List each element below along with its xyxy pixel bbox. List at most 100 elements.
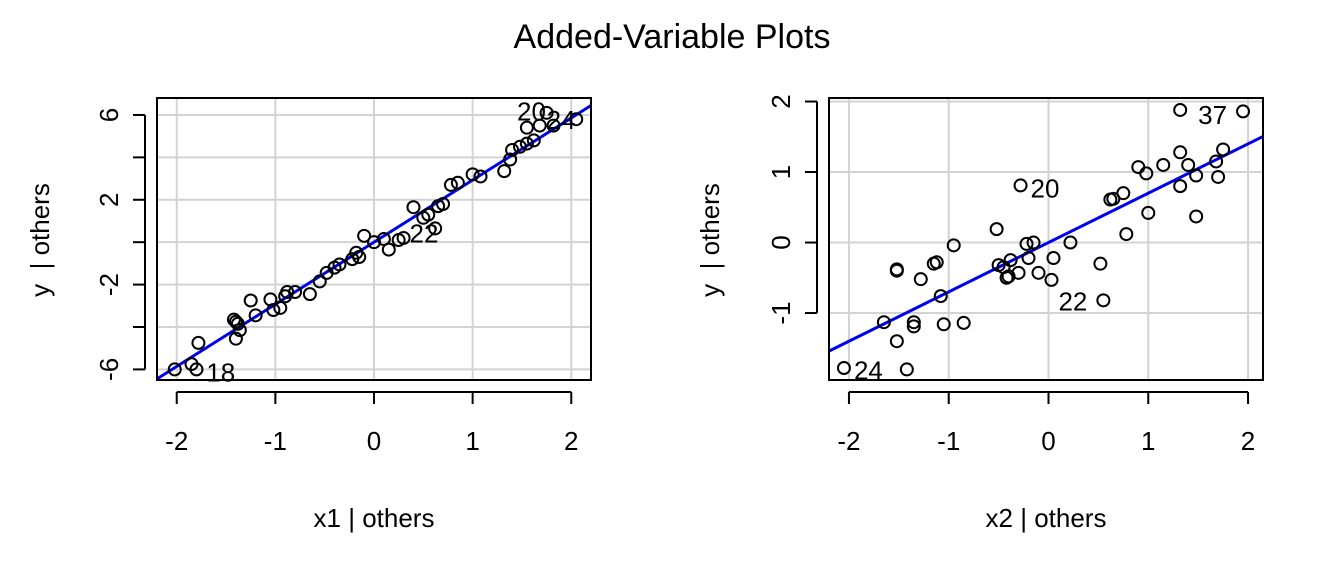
y-tick-label: -6 (94, 358, 124, 381)
data-point (288, 285, 303, 300)
data-point (1141, 205, 1156, 220)
data-point (539, 105, 554, 120)
point-label-22: 22 (1058, 286, 1087, 316)
data-point (436, 197, 451, 212)
data-point (913, 272, 928, 287)
x-tick-label: 0 (1041, 426, 1055, 456)
data-point (243, 293, 258, 308)
data-point (406, 200, 421, 215)
data-point (228, 314, 243, 329)
data-point (280, 285, 295, 300)
x-axis-label: x2 | others (986, 503, 1107, 533)
data-point (273, 300, 288, 315)
data-point (876, 315, 891, 330)
plot-frame (828, 97, 1264, 381)
data-point (428, 221, 443, 236)
data-point (450, 175, 465, 190)
data-point (1026, 235, 1041, 250)
data-point (232, 323, 247, 338)
figure-title: Added-Variable Plots (514, 18, 831, 56)
data-point (1011, 265, 1026, 280)
y-tick-label: -2 (94, 273, 124, 296)
data-point (519, 120, 534, 135)
data-point (836, 361, 851, 376)
data-point (1093, 256, 1108, 271)
y-tick-label: 1 (766, 165, 796, 179)
data-point (381, 242, 396, 257)
y-tick-label: -1 (766, 301, 796, 324)
data-point (1003, 253, 1018, 268)
y-tick-label: 6 (94, 108, 124, 122)
data-point (1013, 178, 1028, 193)
data-point (1173, 179, 1188, 194)
data-point (230, 316, 245, 331)
data-point (465, 167, 480, 182)
x-tick-label: -2 (165, 426, 188, 456)
point-label-18: 18 (206, 358, 235, 388)
data-point (1044, 272, 1059, 287)
data-point (546, 118, 561, 133)
data-point (933, 289, 948, 304)
data-point (1019, 236, 1034, 251)
data-point (357, 228, 372, 243)
x-tick-label: 0 (367, 426, 381, 456)
data-point (189, 362, 204, 377)
data-point (497, 164, 512, 179)
data-point (532, 118, 547, 133)
x-tick-label: -2 (837, 426, 860, 456)
data-point (1211, 169, 1226, 184)
data-point (226, 312, 241, 327)
data-point (332, 257, 347, 272)
data-point (248, 308, 263, 323)
point-label-24: 24 (547, 105, 576, 135)
plot-frame (156, 97, 592, 381)
data-point (1046, 251, 1061, 266)
data-point (266, 303, 281, 318)
point-label-37: 37 (1198, 100, 1227, 130)
data-point (396, 230, 411, 245)
point-label-20: 20 (1031, 174, 1060, 204)
data-point (503, 152, 518, 167)
point-label-22: 22 (410, 219, 439, 249)
data-point (505, 142, 520, 157)
data-point (1156, 157, 1171, 172)
data-point (906, 315, 921, 330)
data-point (473, 169, 488, 184)
data-point (899, 362, 914, 377)
data-point (889, 334, 904, 349)
data-point (1173, 145, 1188, 160)
data-point (946, 238, 961, 253)
y-tick-label: 2 (766, 94, 796, 108)
data-point (1216, 142, 1231, 157)
data-point (956, 315, 971, 330)
data-point (1189, 168, 1204, 183)
data-point (312, 274, 327, 289)
y-tick-label: 0 (766, 235, 796, 249)
data-point (1209, 154, 1224, 169)
data-point (1181, 157, 1196, 172)
data-point (569, 112, 584, 127)
data-point (167, 362, 182, 377)
data-point (1189, 209, 1204, 224)
x-tick-label: -1 (937, 426, 960, 456)
data-point (228, 331, 243, 346)
data-point (519, 136, 534, 151)
y-tick-label: 2 (94, 193, 124, 207)
data-point (421, 207, 436, 222)
panel-x1: 20 24 22 18 -2 -1 0 1 2 -6 -2 2 6 x1 | others y | othe… (25, 97, 592, 533)
data-point (1119, 227, 1134, 242)
point-label-20: 20 (517, 97, 546, 127)
data-point (302, 287, 317, 302)
data-point (929, 255, 944, 270)
data-point (1063, 235, 1078, 250)
data-point (1139, 166, 1154, 181)
data-point (906, 319, 921, 334)
data-point (191, 335, 206, 350)
data-point (989, 222, 1004, 237)
data-point (1096, 293, 1111, 308)
data-point (889, 263, 904, 278)
data-point (1173, 102, 1188, 117)
